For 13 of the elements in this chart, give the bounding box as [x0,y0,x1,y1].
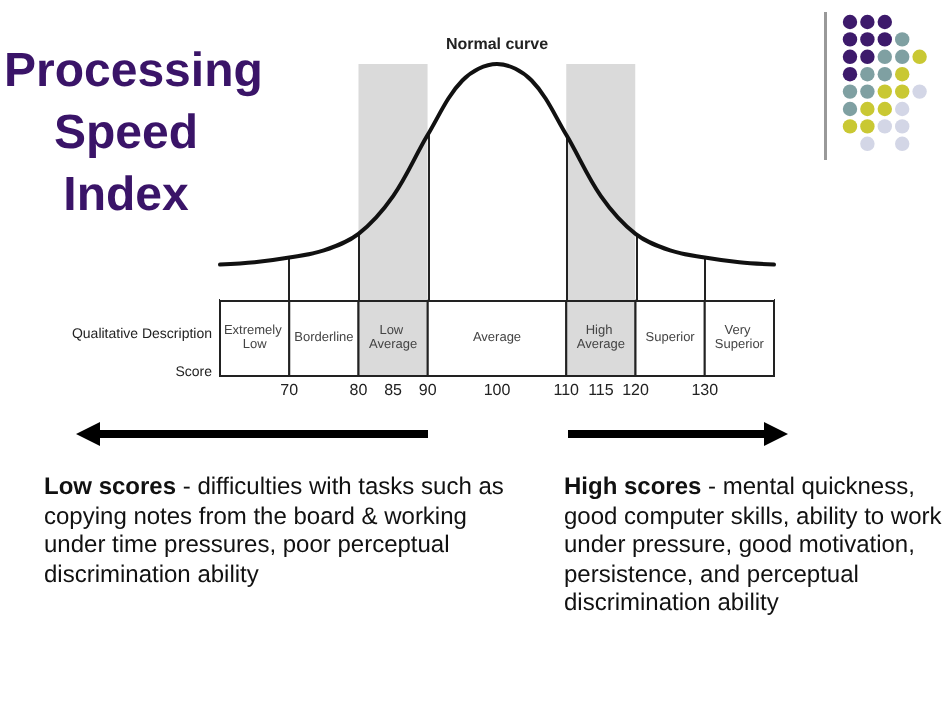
text: Processing Speed Index [4,42,263,226]
x-tick-label: 130 [691,381,720,399]
x-tick-label: 100 [483,381,512,399]
text: High scores - mental quickness, good computer skills, ability to work under pressure, good motivation, persistence, and perceptual discrimination ability [564,472,944,617]
x-tick-label: 90 [418,381,438,399]
x-tick-label: 110 [553,381,581,399]
x-tick-label: 70 [280,381,300,399]
x-tick-label: 80 [349,381,369,399]
series-label: Normal curve [445,35,550,53]
x-tick-label: 120 [622,381,650,399]
text: Low scores - difficulties with tasks such as copying notes from the board & working under time pressures, poor perceptual discrimination ability [44,472,506,588]
x-tick-label: 115 [588,381,615,399]
x-tick-label: 85 [384,381,404,399]
